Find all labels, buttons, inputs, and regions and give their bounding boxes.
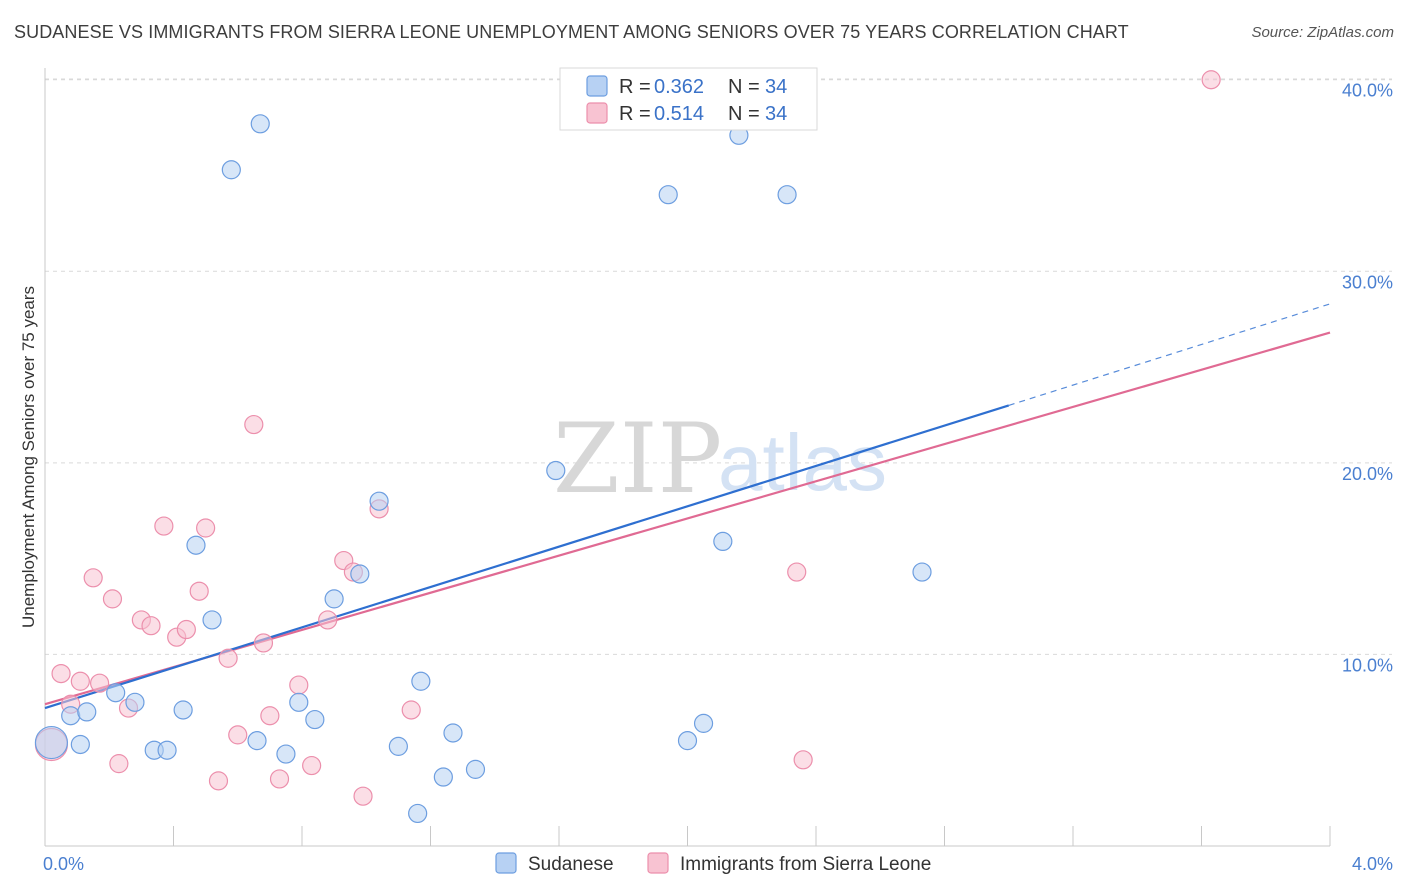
legend-swatch-sierra-leone: [586, 102, 608, 124]
sudanese-point-20: [411, 671, 431, 691]
sudanese-point-2: [77, 702, 97, 722]
series-legend: Sudanese Immigrants from Sierra Leone: [495, 852, 931, 875]
sudanese-point-6: [157, 740, 177, 760]
sierra-leone-point-14: [189, 581, 209, 601]
y-axis-label: Unemployment Among Seniors over 75 years: [19, 286, 38, 628]
sierra-leone-point-30: [401, 700, 421, 720]
sierra-leone-point-11: [154, 516, 174, 536]
sudanese-point-1: [61, 706, 81, 726]
sudanese-point-11: [247, 731, 267, 751]
sierra-leone-point-22: [269, 769, 290, 789]
series-legend-label-sudanese: Sudanese: [528, 854, 614, 875]
sierra-leone-point-1: [51, 663, 71, 684]
legend-r-label-sierra-leone: R =: [619, 103, 651, 125]
y-tick-label-0: 10.0%: [1342, 655, 1393, 675]
sudanese-point-12: [250, 114, 270, 134]
legend-swatch-sudanese: [586, 75, 608, 97]
sudanese-point-24: [465, 759, 486, 779]
sierra-leone-point-3: [70, 671, 90, 691]
sudanese-point-23: [443, 723, 463, 743]
sierra-leone-point-17: [218, 648, 238, 668]
sierra-leone-point-7: [109, 754, 129, 774]
legend-n-label-sierra-leone: N =: [728, 103, 760, 125]
sierra-leone-point-28: [353, 786, 373, 806]
sierra-leone-point-33: [1201, 70, 1221, 90]
sierra-leone-point-32: [793, 750, 813, 770]
y-tick-label-2: 30.0%: [1342, 272, 1393, 292]
sudanese-point-15: [305, 709, 325, 730]
legend-r-value-sierra-leone: 0.514: [654, 103, 704, 125]
sierra-leone-point-23: [289, 675, 309, 695]
legend-r-value-sudanese: 0.362: [654, 76, 704, 98]
sudanese-point-21: [408, 803, 428, 824]
y-tick-label-1: 20.0%: [1342, 464, 1393, 484]
sudanese-point-7: [173, 700, 193, 720]
x-tick-label-1: 4.0%: [1352, 854, 1393, 874]
trendline-sudanese-extension: [1008, 303, 1331, 406]
sudanese-point-31: [777, 185, 797, 205]
sierra-leone-point-20: [253, 633, 274, 653]
trendlines: [44, 303, 1331, 710]
sierra-leone-point-5: [90, 673, 110, 693]
sudanese-point-0: [34, 725, 69, 760]
sudanese-point-17: [350, 564, 370, 584]
sudanese-point-18: [369, 491, 389, 511]
sierra-leone-point-6: [102, 589, 123, 609]
sierra-leone-point-13: [176, 619, 196, 640]
sudanese-point-9: [202, 610, 222, 630]
sierra-leone-point-19: [244, 414, 264, 435]
legend-r-label-sudanese: R =: [619, 76, 651, 98]
sierra-leone-point-21: [260, 706, 280, 726]
sierra-leone-point-31: [787, 562, 807, 582]
legend-n-label-sudanese: N =: [728, 76, 760, 98]
stats-legend: R = 0.362 N = 34 R = 0.514 N = 34: [559, 67, 818, 131]
source-credit: Source: ZipAtlas.com: [1251, 24, 1394, 41]
tick-labels: 10.0% 20.0% 30.0% 40.0% 0.0% 4.0%: [43, 81, 1393, 874]
data-points: [34, 70, 1221, 824]
sierra-leone-point-16: [208, 771, 229, 791]
sudanese-point-28: [677, 731, 698, 751]
sudanese-point-32: [912, 562, 932, 582]
sudanese-point-29: [713, 531, 733, 552]
series-legend-label-sierra-leone: Immigrants from Sierra Leone: [680, 854, 931, 875]
sudanese-point-26: [658, 185, 678, 205]
sierra-leone-point-15: [196, 518, 216, 538]
series-legend-swatch-sierra-leone: [647, 852, 669, 874]
sudanese-point-14: [289, 692, 309, 712]
sudanese-point-33: [70, 734, 90, 755]
axes: [44, 68, 1331, 847]
x-tick-label-0: 0.0%: [43, 854, 84, 874]
sudanese-point-22: [433, 767, 453, 787]
sierra-leone-point-25: [318, 610, 338, 630]
sudanese-point-25: [546, 460, 566, 481]
trendline-sudanese: [44, 404, 1010, 710]
sierra-leone-point-18: [228, 725, 248, 745]
sudanese-point-16: [324, 589, 344, 609]
sudanese-point-27: [693, 713, 714, 733]
watermark-atlas: atlas: [718, 418, 887, 507]
legend-n-value-sierra-leone: 34: [765, 103, 787, 125]
sierra-leone-point-10: [141, 616, 161, 636]
sierra-leone-point-24: [302, 755, 322, 776]
watermark-zip: ZIP: [553, 403, 722, 515]
sudanese-point-19: [388, 736, 408, 756]
watermark: ZIP atlas: [553, 403, 887, 515]
sudanese-point-4: [125, 692, 145, 712]
sudanese-point-10: [221, 160, 241, 180]
sudanese-point-8: [186, 535, 206, 555]
sudanese-point-13: [276, 744, 296, 764]
sudanese-point-3: [106, 683, 126, 703]
chart-title: SUDANESE VS IMMIGRANTS FROM SIERRA LEONE…: [14, 22, 1129, 42]
y-tick-label-3: 40.0%: [1342, 81, 1393, 101]
sierra-leone-point-4: [83, 568, 103, 588]
legend-n-value-sudanese: 34: [765, 76, 787, 98]
series-legend-swatch-sudanese: [495, 852, 517, 874]
grid-lines: [45, 78, 1392, 655]
